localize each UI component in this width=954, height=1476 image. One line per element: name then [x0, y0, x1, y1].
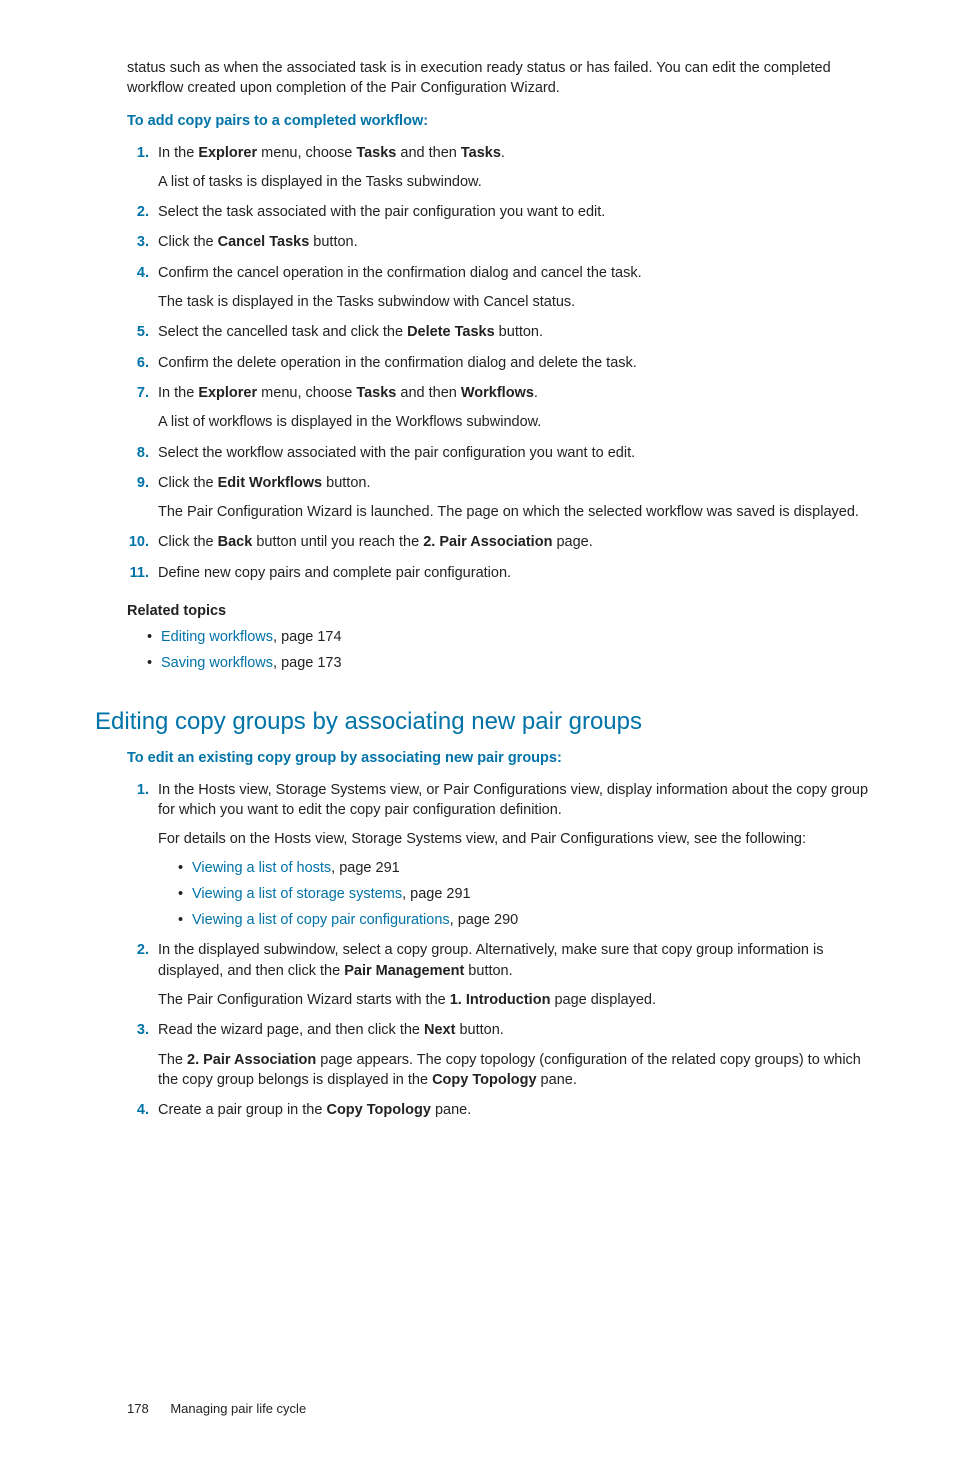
step-11: 11. Define new copy pairs and complete p… — [127, 563, 874, 583]
step-subtext: A list of tasks is displayed in the Task… — [158, 172, 874, 192]
step-text: In the Explorer menu, choose Tasks and t… — [158, 145, 505, 161]
step-text: Create a pair group in the Copy Topology… — [158, 1102, 471, 1118]
step-number: 6. — [127, 353, 149, 373]
cross-ref-link[interactable]: Viewing a list of storage systems — [192, 886, 402, 902]
step-3: 3. Click the Cancel Tasks button. — [127, 232, 874, 252]
step-text: In the displayed subwindow, select a cop… — [158, 942, 824, 978]
step-text: Define new copy pairs and complete pair … — [158, 565, 511, 581]
step-number: 2. — [127, 940, 149, 960]
cross-ref-link[interactable]: Viewing a list of hosts — [192, 860, 331, 876]
step-number: 4. — [127, 1100, 149, 1120]
step-number: 11. — [127, 563, 149, 583]
step-subtext: The Pair Configuration Wizard starts wit… — [158, 990, 874, 1010]
step-text: Click the Edit Workflows button. — [158, 475, 370, 491]
step-text: In the Hosts view, Storage Systems view,… — [158, 782, 868, 818]
intro-paragraph: status such as when the associated task … — [127, 58, 874, 99]
section-title: Editing copy groups by associating new p… — [95, 708, 874, 736]
related-link[interactable]: Saving workflows — [161, 655, 273, 671]
step-2: 2. Select the task associated with the p… — [127, 202, 874, 222]
step-text: Click the Back button until you reach th… — [158, 534, 593, 550]
related-topics-list: Editing workflows, page 174 Saving workf… — [127, 627, 874, 674]
step-subtext: The task is displayed in the Tasks subwi… — [158, 292, 874, 312]
page-footer: 178 Managing pair life cycle — [127, 1401, 874, 1416]
step-text: Select the task associated with the pair… — [158, 204, 605, 220]
step-10: 10. Click the Back button until you reac… — [127, 532, 874, 552]
step-8: 8. Select the workflow associated with t… — [127, 443, 874, 463]
step-1: 1. In the Hosts view, Storage Systems vi… — [127, 780, 874, 931]
step-number: 9. — [127, 473, 149, 493]
document-page: status such as when the associated task … — [0, 0, 954, 1476]
inner-list: Viewing a list of hosts, page 291 Viewin… — [158, 858, 874, 931]
related-item: Saving workflows, page 173 — [147, 653, 874, 673]
step-4: 4. Create a pair group in the Copy Topol… — [127, 1100, 874, 1120]
step-subtext: The 2. Pair Association page appears. Th… — [158, 1050, 874, 1091]
step-subtext: For details on the Hosts view, Storage S… — [158, 829, 874, 849]
step-number: 10. — [127, 532, 149, 552]
step-text: Click the Cancel Tasks button. — [158, 234, 358, 250]
step-1: 1. In the Explorer menu, choose Tasks an… — [127, 143, 874, 193]
step-subtext: A list of workflows is displayed in the … — [158, 412, 874, 432]
page-number: 178 — [127, 1401, 149, 1416]
step-9: 9. Click the Edit Workflows button. The … — [127, 473, 874, 523]
chapter-title: Managing pair life cycle — [170, 1401, 306, 1416]
procedure-steps: 1. In the Explorer menu, choose Tasks an… — [127, 143, 874, 583]
cross-ref-link[interactable]: Viewing a list of copy pair configuratio… — [192, 912, 450, 928]
procedure-heading: To add copy pairs to a completed workflo… — [127, 113, 874, 129]
step-text: Confirm the cancel operation in the conf… — [158, 265, 642, 281]
related-topics-heading: Related topics — [127, 603, 874, 619]
step-3: 3. Read the wizard page, and then click … — [127, 1020, 874, 1090]
step-5: 5. Select the cancelled task and click t… — [127, 322, 874, 342]
step-subtext: The Pair Configuration Wizard is launche… — [158, 502, 874, 522]
step-number: 7. — [127, 383, 149, 403]
step-6: 6. Confirm the delete operation in the c… — [127, 353, 874, 373]
procedure-heading: To edit an existing copy group by associ… — [127, 750, 874, 766]
step-number: 3. — [127, 1020, 149, 1040]
step-text: Confirm the delete operation in the conf… — [158, 355, 637, 371]
step-number: 4. — [127, 263, 149, 283]
inner-item: Viewing a list of storage systems, page … — [178, 884, 874, 904]
step-text: Select the workflow associated with the … — [158, 445, 635, 461]
step-number: 8. — [127, 443, 149, 463]
step-2: 2. In the displayed subwindow, select a … — [127, 940, 874, 1010]
step-7: 7. In the Explorer menu, choose Tasks an… — [127, 383, 874, 433]
inner-item: Viewing a list of copy pair configuratio… — [178, 910, 874, 930]
step-4: 4. Confirm the cancel operation in the c… — [127, 263, 874, 313]
step-number: 2. — [127, 202, 149, 222]
edit-procedure-steps: 1. In the Hosts view, Storage Systems vi… — [127, 780, 874, 1121]
related-link[interactable]: Editing workflows — [161, 629, 273, 645]
step-text: In the Explorer menu, choose Tasks and t… — [158, 385, 538, 401]
related-item: Editing workflows, page 174 — [147, 627, 874, 647]
step-text: Select the cancelled task and click the … — [158, 324, 543, 340]
step-text: Read the wizard page, and then click the… — [158, 1022, 504, 1038]
step-number: 1. — [127, 143, 149, 163]
step-number: 3. — [127, 232, 149, 252]
inner-item: Viewing a list of hosts, page 291 — [178, 858, 874, 878]
step-number: 1. — [127, 780, 149, 800]
step-number: 5. — [127, 322, 149, 342]
